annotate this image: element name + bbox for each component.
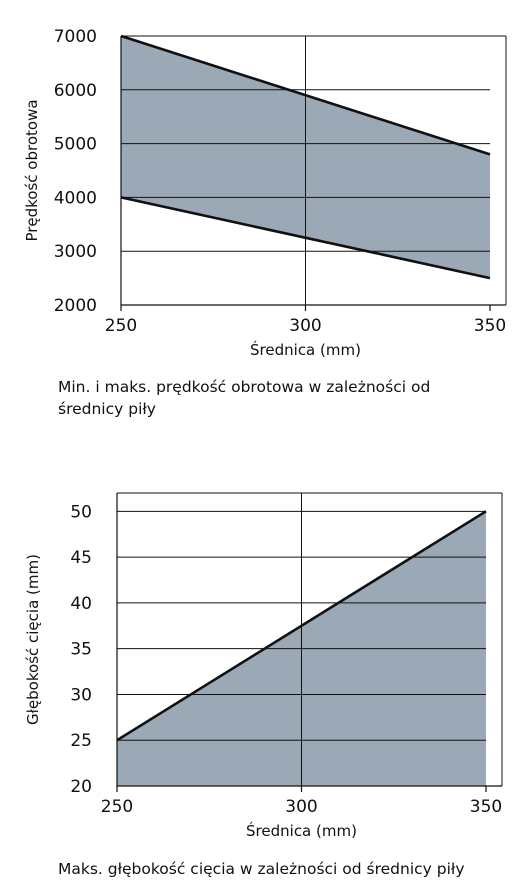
x-tick-label: 300 xyxy=(289,316,321,336)
y-tick-label: 35 xyxy=(70,640,92,660)
y-tick-label: 4000 xyxy=(54,188,97,208)
x-tick-label: 250 xyxy=(101,797,133,817)
y-tick-label: 30 xyxy=(70,685,92,705)
depth-chart: 20 25 30 35 40 45 50 250 300 350 Średnica (mm) Głęb… xyxy=(0,470,526,890)
y-tick-label: 7000 xyxy=(54,27,97,47)
y-tick-label: 50 xyxy=(70,502,92,522)
x-tick-label: 300 xyxy=(285,797,317,817)
y-tick-label: 3000 xyxy=(54,242,97,262)
depth-chart-svg: 20 25 30 35 40 45 50 250 300 350 Średnica (mm) Głęb… xyxy=(24,492,503,840)
y-tick-label: 40 xyxy=(70,594,92,614)
y-tick-label: 2000 xyxy=(54,296,97,316)
rpm-chart: 2000 3000 4000 5000 6000 7000 250 300 350 Średnic… xyxy=(0,0,526,440)
x-axis-title: Średnica (mm) xyxy=(246,821,357,840)
x-axis-title: Średnica (mm) xyxy=(250,340,361,359)
series-line-0 xyxy=(120,34,491,156)
y-axis-title: Głębokość cięcia (mm) xyxy=(24,554,42,725)
y-tick-label: 5000 xyxy=(54,135,97,155)
y-tick-label: 6000 xyxy=(54,81,97,101)
x-tick-label: 350 xyxy=(474,316,506,336)
x-tick-label: 250 xyxy=(105,316,137,336)
rpm-chart-svg: 2000 3000 4000 5000 6000 7000 250 300 350 Średnic… xyxy=(23,27,507,359)
series-line-0 xyxy=(116,510,487,742)
series-line-1 xyxy=(120,196,491,280)
depth-chart-caption: Maks. głębokość cięcia w zależności od ś… xyxy=(58,860,465,878)
x-tick-label: 350 xyxy=(470,797,502,817)
y-axis-title: Prędkość obrotowa xyxy=(23,99,41,241)
rpm-chart-caption: Min. i maks. prędkość obrotowa w zależno… xyxy=(58,378,431,418)
y-tick-label: 45 xyxy=(70,548,92,568)
y-tick-label: 20 xyxy=(70,777,92,797)
y-tick-label: 25 xyxy=(70,731,92,751)
